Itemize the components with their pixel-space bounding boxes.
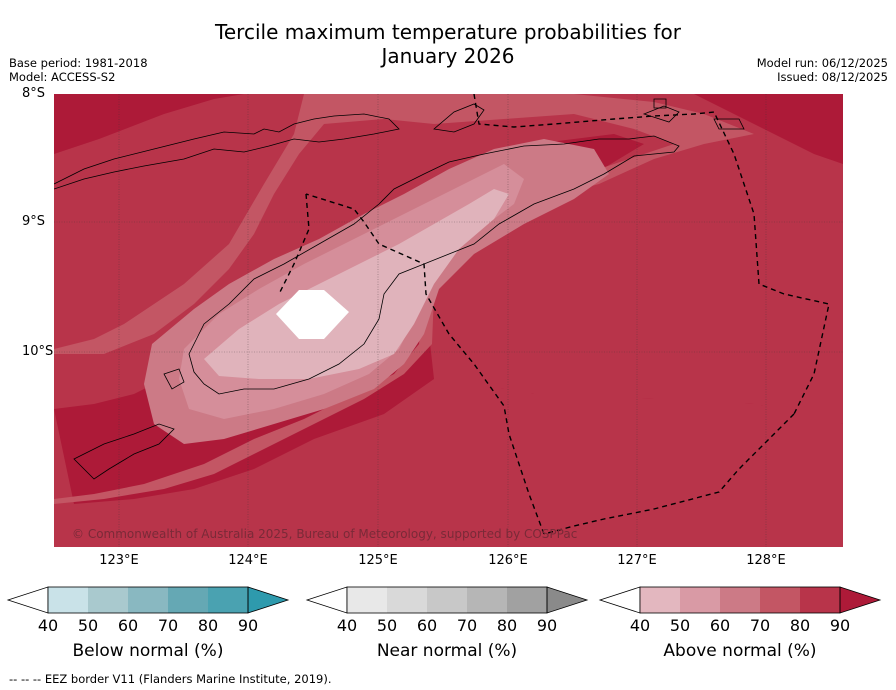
cb-near-tick-80: 80 [496, 616, 518, 635]
coastlines [54, 98, 745, 480]
meta-right: Model run: 06/12/2025 Issued: 08/12/2025 [757, 56, 888, 84]
cb-below-tick-40: 40 [37, 616, 59, 635]
cb-near-tick-70: 70 [456, 616, 478, 635]
model-run: Model run: 06/12/2025 [756, 56, 888, 70]
alor-coast [433, 103, 485, 133]
lon-label-128e: 128°E [746, 553, 786, 568]
cb-above-tick-90: 90 [829, 616, 851, 635]
title-line-1: Tercile maximum temperature probabilitie… [215, 20, 681, 44]
colorbar-above [598, 586, 882, 614]
colorbar-below [6, 586, 290, 614]
east-islands [653, 98, 745, 130]
region-white [276, 290, 349, 339]
eez-footnote: -- -- -- EEZ border V11 (Flanders Marine… [9, 672, 332, 686]
lon-label-123e: 123°E [99, 553, 139, 568]
region-p40 [204, 189, 509, 379]
rote-coast [163, 368, 185, 390]
cb-below-tick-80: 80 [197, 616, 219, 635]
sumba-coast [73, 423, 175, 480]
cb-above-tick-70: 70 [749, 616, 771, 635]
model-name: Model: ACCESS-S2 [9, 70, 116, 84]
cb-below-tick-50: 50 [77, 616, 99, 635]
cb-near-tick-50: 50 [376, 616, 398, 635]
chart-title: Tercile maximum temperature probabilitie… [0, 20, 896, 68]
cb-above-tick-60: 60 [709, 616, 731, 635]
eez-border [278, 94, 830, 535]
cb-near-tick-90: 90 [536, 616, 558, 635]
lat-label-10s: 10°S [22, 344, 54, 359]
colorbar-near-label: Near normal (%) [376, 641, 518, 661]
cb-above-tick-80: 80 [789, 616, 811, 635]
graticule [54, 94, 843, 547]
timor-coast [188, 135, 680, 395]
colorbar-below-label: Below normal (%) [72, 641, 224, 661]
probability-map [54, 94, 843, 547]
cb-near-tick-60: 60 [416, 616, 438, 635]
cb-below-tick-90: 90 [237, 616, 259, 635]
cb-above-tick-50: 50 [669, 616, 691, 635]
region-p70 [54, 94, 754, 547]
colorbar-near [305, 586, 589, 614]
cb-above-tick-40: 40 [629, 616, 651, 635]
lon-label-125e: 125°E [358, 553, 398, 568]
wetar-coast [642, 105, 680, 123]
copyright-notice: © Commonwealth of Australia 2025, Bureau… [72, 527, 578, 541]
cb-near-tick-40: 40 [336, 616, 358, 635]
lon-label-127e: 127°E [617, 553, 657, 568]
cb-below-tick-70: 70 [157, 616, 179, 635]
meta-left: Base period: 1981-2018 Model: ACCESS-S2 [9, 56, 148, 84]
colorbar-above-label: Above normal (%) [663, 641, 817, 661]
cb-below-tick-60: 60 [117, 616, 139, 635]
lat-label-8s: 8°S [22, 86, 46, 101]
lon-label-124e: 124°E [228, 553, 268, 568]
issued-date: Issued: 08/12/2025 [777, 70, 888, 84]
lat-label-9s: 9°S [22, 214, 46, 229]
flores-coast [54, 113, 400, 190]
title-line-2: January 2026 [381, 44, 515, 68]
base-period: Base period: 1981-2018 [9, 56, 148, 70]
colorbars [6, 586, 882, 614]
lon-label-126e: 126°E [488, 553, 528, 568]
